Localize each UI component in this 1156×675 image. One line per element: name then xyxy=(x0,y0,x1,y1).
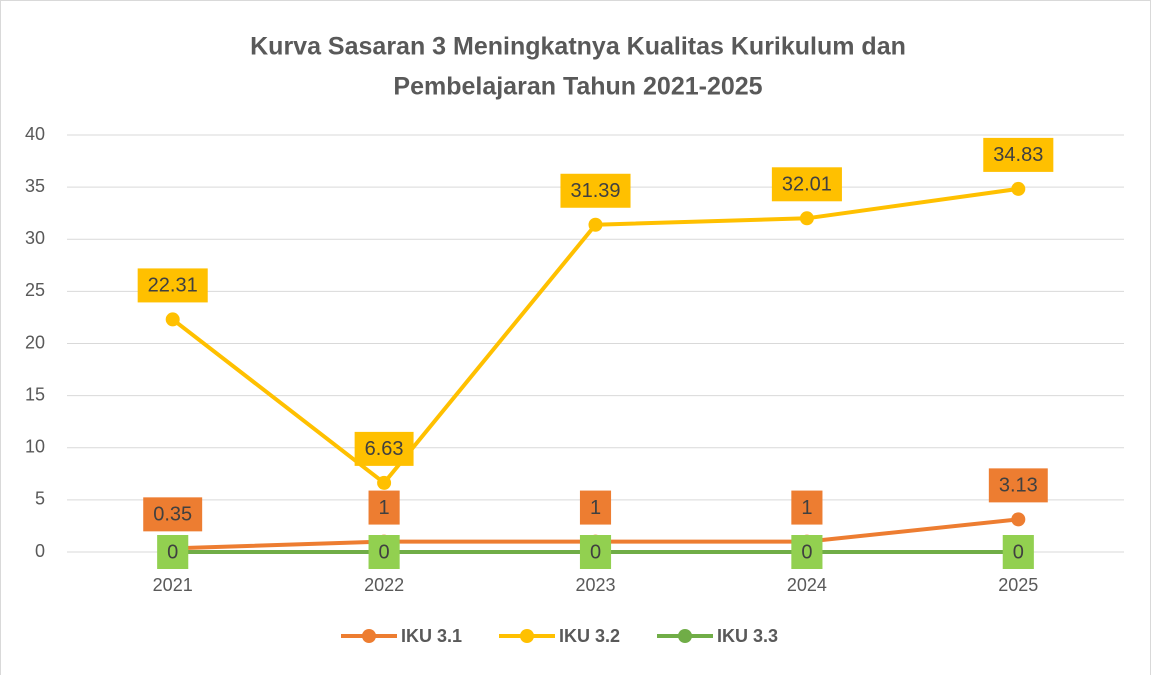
data-label-text: 1 xyxy=(801,497,812,519)
data-point xyxy=(165,312,180,327)
data-label: 6.63 xyxy=(354,431,414,466)
data-label: 0.35 xyxy=(143,497,203,532)
data-label-text: 0 xyxy=(590,541,601,563)
y-tick-label: 30 xyxy=(25,228,45,248)
data-point xyxy=(1011,512,1026,527)
data-label: 0 xyxy=(157,535,189,569)
data-label-text: 1 xyxy=(590,497,601,519)
data-label-box xyxy=(137,268,208,303)
data-label-text: 0 xyxy=(1013,541,1024,563)
data-label-text: 0 xyxy=(379,541,390,563)
data-label-box xyxy=(157,535,189,569)
data-label-text: 6.63 xyxy=(365,438,404,460)
data-label-box xyxy=(560,173,631,208)
x-tick-label: 2022 xyxy=(364,575,404,595)
data-label-text: 31.39 xyxy=(570,180,620,202)
data-label-text: 1 xyxy=(379,497,390,519)
data-label-text: 32.01 xyxy=(782,174,832,196)
chart-title: Kurva Sasaran 3 Meningkatnya Kualitas Ku… xyxy=(250,33,906,61)
y-tick-label: 10 xyxy=(25,437,45,457)
data-label-text: 34.83 xyxy=(993,144,1043,166)
data-label: 34.83 xyxy=(983,137,1054,172)
data-label-text: 0 xyxy=(801,541,812,563)
data-label-text: 0 xyxy=(167,541,178,563)
data-label: 0 xyxy=(368,535,400,569)
data-point xyxy=(1011,181,1026,196)
data-label-box xyxy=(143,497,203,532)
data-label-box xyxy=(988,468,1048,503)
data-label-box xyxy=(983,137,1054,172)
y-tick-label: 0 xyxy=(35,541,45,561)
data-label: 0 xyxy=(579,535,612,569)
data-label-text: 22.31 xyxy=(148,275,198,297)
y-tick-label: 40 xyxy=(25,124,45,144)
data-label: 22.31 xyxy=(137,268,208,303)
data-label: 1 xyxy=(368,490,400,525)
data-label-box xyxy=(579,535,612,569)
data-label: 0 xyxy=(791,535,823,569)
data-label-text: 3.13 xyxy=(999,475,1038,497)
y-tick-label: 15 xyxy=(25,384,45,404)
x-tick-label: 2024 xyxy=(787,575,827,595)
data-label: 1 xyxy=(579,490,612,525)
legend-marker xyxy=(678,629,692,643)
data-label: 0 xyxy=(1002,535,1034,569)
data-label-box xyxy=(791,535,823,569)
legend-marker xyxy=(520,629,534,643)
data-point xyxy=(799,211,814,226)
data-label: 3.13 xyxy=(988,468,1048,503)
y-tick-label: 5 xyxy=(35,489,45,509)
data-label-text: 0.35 xyxy=(153,504,192,526)
legend-label: IKU 3.3 xyxy=(717,626,778,646)
legend-label: IKU 3.1 xyxy=(401,626,462,646)
data-label-box xyxy=(368,490,400,525)
data-point xyxy=(588,217,603,232)
data-label-box xyxy=(354,431,414,466)
data-label-box xyxy=(771,167,842,202)
chart-title: Pembelajaran Tahun 2021-2025 xyxy=(393,73,762,101)
legend-label: IKU 3.2 xyxy=(559,626,620,646)
data-point xyxy=(377,475,392,490)
data-label-box xyxy=(1002,535,1034,569)
y-tick-label: 35 xyxy=(25,176,45,196)
data-label-box xyxy=(368,535,400,569)
data-label: 32.01 xyxy=(771,167,842,202)
legend-marker xyxy=(362,629,376,643)
x-tick-label: 2023 xyxy=(575,575,615,595)
data-label: 31.39 xyxy=(560,173,631,208)
y-tick-label: 25 xyxy=(25,280,45,300)
x-tick-label: 2025 xyxy=(998,575,1038,595)
data-label-box xyxy=(579,490,612,525)
data-label: 1 xyxy=(791,490,823,525)
y-tick-label: 20 xyxy=(25,332,45,352)
x-tick-label: 2021 xyxy=(153,575,193,595)
data-label-box xyxy=(791,490,823,525)
